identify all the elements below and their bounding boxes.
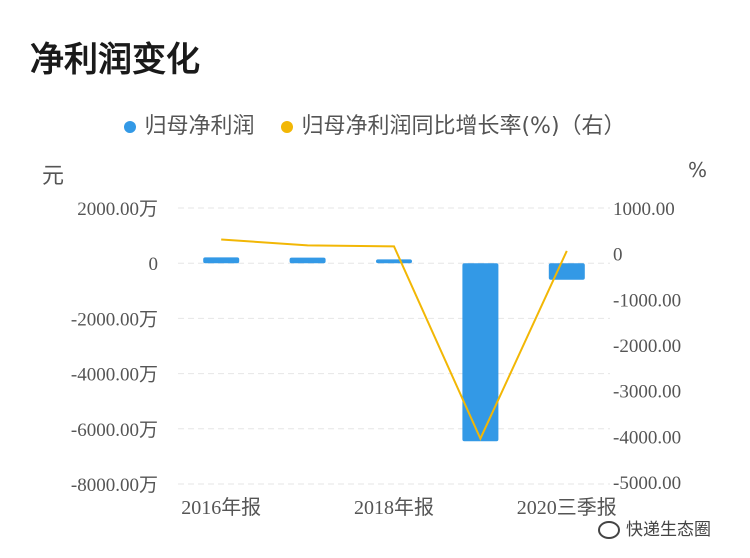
right-tick-label: -4000.00 [613,427,681,448]
legend-label-growth-rate: 归母净利润同比增长率(%)（右） [301,114,626,139]
right-tick-label: 1000.00 [613,199,675,220]
bar [548,263,585,280]
right-axis-unit: % [688,158,708,182]
right-tick-label: -1000.00 [613,290,681,311]
watermark: 快递生态圈 [598,515,711,540]
watermark-text: 快递生态圈 [626,520,711,540]
right-tick-label: -5000.00 [613,473,681,494]
left-tick-label: 2000.00万 [77,199,158,220]
left-tick-label: -8000.00万 [71,475,158,496]
chart-title: 净利润变化 [30,40,200,80]
bar [376,259,412,264]
right-tick-label: -3000.00 [613,382,681,403]
x-tick-label: 2020三季报 [517,496,617,519]
legend-item-growth-rate[interactable]: 归母净利润同比增长率(%)（右） [281,108,626,140]
growth-rate-line [221,238,568,442]
bar [462,263,499,442]
legend: 归母净利润 归母净利润同比增长率(%)（右） [0,108,750,140]
legend-dot-growth-rate [281,121,294,133]
left-tick-label: -4000.00万 [71,365,158,386]
wechat-icon [598,521,620,539]
x-tick-label: 2018年报 [354,496,434,519]
x-tick-label: 2016年报 [181,496,261,519]
left-tick-label: -2000.00万 [71,309,158,330]
legend-label-net-profit: 归母净利润 [144,114,255,139]
left-axis-unit: 元 [42,164,65,189]
bar [289,257,326,264]
left-tick-label: -6000.00万 [71,420,158,441]
legend-dot-net-profit [124,121,137,133]
legend-item-net-profit[interactable]: 归母净利润 [124,108,254,140]
left-tick-label: 0 [149,254,159,275]
right-tick-label: 0 [613,245,623,266]
right-tick-label: -2000.00 [613,336,681,357]
bar [203,257,240,264]
